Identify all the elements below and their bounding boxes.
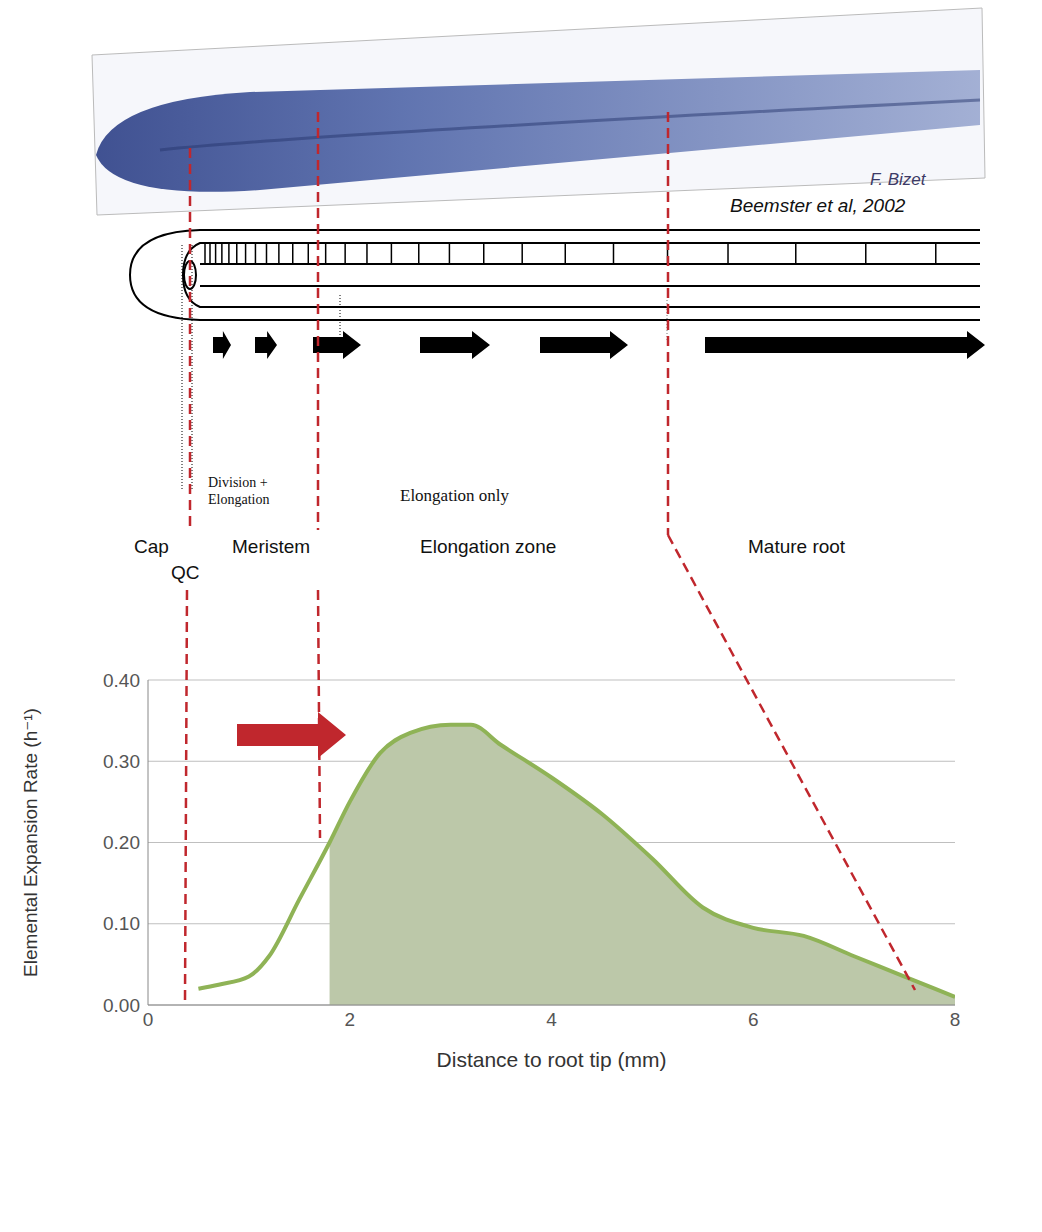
svg-text:8: 8 — [950, 1009, 961, 1030]
html-text:Beemster et al, 2002: Beemster et al, 2002 — [730, 195, 906, 216]
html-text:F. Bizet: F. Bizet — [870, 170, 926, 189]
html-text:Elongation only: Elongation only — [400, 486, 510, 505]
svg-text:0.40: 0.40 — [103, 670, 140, 691]
svg-text:0.10: 0.10 — [103, 913, 140, 934]
svg-text:0.20: 0.20 — [103, 832, 140, 853]
svg-text:4: 4 — [546, 1009, 557, 1030]
svg-text:0.30: 0.30 — [103, 751, 140, 772]
html-text:Elongation zone: Elongation zone — [420, 536, 557, 557]
svg-text:6: 6 — [748, 1009, 759, 1030]
svg-text:Distance to root tip (mm): Distance to root tip (mm) — [437, 1048, 667, 1071]
html-text:Cap: Cap — [134, 536, 169, 557]
html-text:QC: QC — [171, 562, 200, 583]
svg-text:0.00: 0.00 — [103, 995, 140, 1016]
svg-text:0: 0 — [143, 1009, 154, 1030]
svg-text:2: 2 — [344, 1009, 355, 1030]
svg-text:Elemental Expansion Rate (h⁻¹): Elemental Expansion Rate (h⁻¹) — [20, 708, 41, 977]
html-text:Mature root: Mature root — [748, 536, 846, 557]
html-text:Meristem: Meristem — [232, 536, 311, 557]
html-text:Division + Elongation: Division + Elongation — [208, 475, 270, 507]
